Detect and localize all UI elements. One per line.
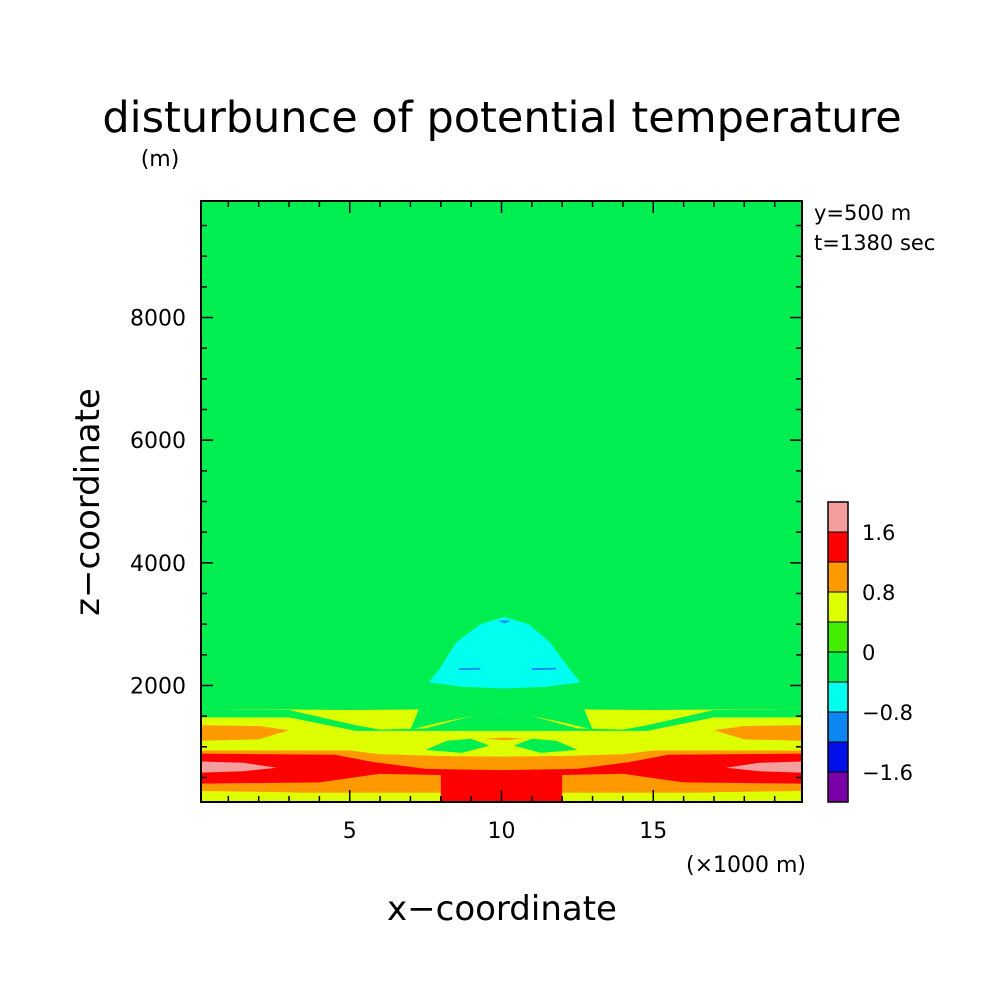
contour-region-6 bbox=[428, 616, 581, 689]
chart-title: disturbunce of potential temperature bbox=[102, 93, 901, 143]
x-unit-label: (×1000 m) bbox=[686, 853, 806, 878]
colorbar-swatch bbox=[827, 771, 849, 803]
colorbar-swatch bbox=[827, 741, 849, 773]
colorbar-swatch bbox=[827, 591, 849, 623]
x-tick-label: 10 bbox=[488, 819, 516, 844]
colorbar-swatch bbox=[827, 561, 849, 593]
colorbar-swatch bbox=[827, 711, 849, 743]
contour-region-10 bbox=[425, 738, 490, 753]
contour-region-1 bbox=[674, 270, 802, 477]
colorbar-swatch bbox=[827, 651, 849, 683]
contour-region-0 bbox=[201, 270, 329, 477]
contour-region-5 bbox=[201, 708, 802, 731]
contour-region-11 bbox=[513, 738, 578, 753]
contour-region-2 bbox=[201, 489, 802, 710]
contour-region-18 bbox=[459, 667, 481, 671]
colorbar-tick-label: −1.6 bbox=[862, 761, 913, 785]
contour-region-14 bbox=[201, 761, 277, 773]
x-axis-label: x−coordinate bbox=[387, 889, 617, 929]
contour-region-15 bbox=[726, 761, 802, 773]
colorbar-swatch bbox=[827, 621, 849, 653]
colorbar-tick-label: 0.8 bbox=[862, 581, 895, 605]
contour-region-9 bbox=[483, 737, 526, 741]
contour-region-8 bbox=[714, 725, 802, 741]
y-tick-label: 4000 bbox=[130, 552, 186, 577]
annotation-y: y=500 m bbox=[814, 201, 911, 225]
x-tick-label: 15 bbox=[639, 819, 667, 844]
plot-area: 5 10 15 2000 4000 6000 8000 bbox=[130, 200, 803, 844]
colorbar: −1.6 −0.8 0 0.8 1.6 bbox=[827, 501, 913, 803]
colorbar-swatch bbox=[827, 531, 849, 563]
colorbar-tick-label: −0.8 bbox=[862, 701, 913, 725]
colorbar-frame bbox=[827, 501, 849, 803]
x-tick-label: 5 bbox=[343, 819, 357, 844]
annotation-t: t=1380 sec bbox=[814, 231, 935, 255]
contour-region-20 bbox=[498, 620, 511, 624]
contour-region-16 bbox=[201, 791, 396, 802]
contour-region-13 bbox=[201, 753, 802, 802]
y-unit-label: (m) bbox=[141, 147, 180, 172]
y-tick-label: 6000 bbox=[130, 429, 186, 454]
colorbar-swatch bbox=[827, 681, 849, 713]
contour-region-17 bbox=[607, 791, 802, 802]
colorbar-tick-label: 0 bbox=[862, 641, 875, 665]
colorbar-tick-label: 1.6 bbox=[862, 521, 895, 545]
y-tick-label: 8000 bbox=[130, 307, 186, 332]
contour-region-19 bbox=[531, 667, 557, 671]
y-axis-label: z−coordinate bbox=[68, 388, 108, 616]
y-tick-label: 2000 bbox=[130, 674, 186, 699]
colorbar-swatch bbox=[827, 501, 849, 533]
contour-region-7 bbox=[201, 725, 289, 741]
